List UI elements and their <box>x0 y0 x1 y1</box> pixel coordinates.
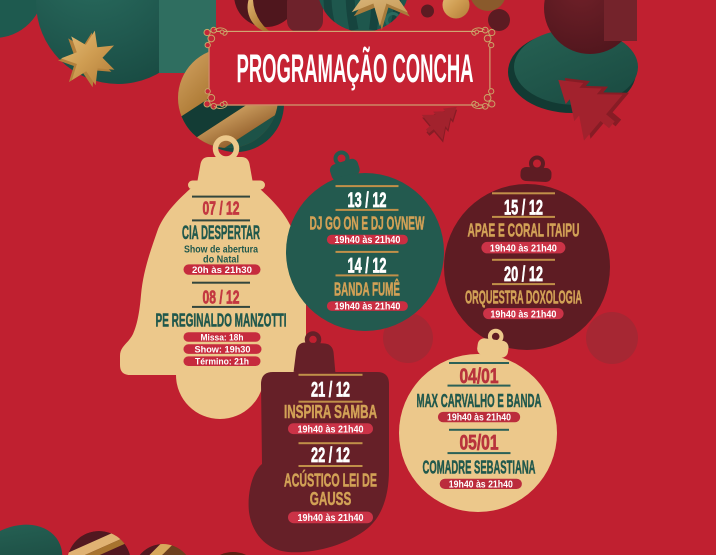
svg-text:19h40 às 21h40: 19h40 às 21h40 <box>449 479 513 490</box>
svg-text:19h40 às 21h40: 19h40 às 21h40 <box>298 512 364 524</box>
svg-text:do Natal: do Natal <box>203 254 239 266</box>
svg-text:COMADRE SEBASTIANA: COMADRE SEBASTIANA <box>423 456 536 477</box>
svg-text:05/01: 05/01 <box>460 431 499 455</box>
svg-text:08 / 12: 08 / 12 <box>203 288 240 308</box>
svg-text:19h40 às 21h40: 19h40 às 21h40 <box>298 424 364 436</box>
svg-text:Término: 21h: Término: 21h <box>195 357 249 368</box>
svg-text:DJ GO ON E DJ OVNEW: DJ GO ON E DJ OVNEW <box>310 213 425 234</box>
svg-text:ORQUESTRA DOXOLOGIA: ORQUESTRA DOXOLOGIA <box>465 286 582 307</box>
svg-text:ACÚSTICO LEI DE: ACÚSTICO LEI DE <box>284 470 377 491</box>
svg-text:04/01: 04/01 <box>460 364 499 388</box>
svg-text:21 / 12: 21 / 12 <box>311 377 350 401</box>
svg-text:PROGRAMAÇÃO CONCHA: PROGRAMAÇÃO CONCHA <box>237 45 474 91</box>
svg-text:GAUSS: GAUSS <box>310 488 352 509</box>
svg-text:19h40 às 21h40: 19h40 às 21h40 <box>490 242 557 254</box>
svg-text:INSPIRA SAMBA: INSPIRA SAMBA <box>284 401 377 422</box>
svg-text:20 / 12: 20 / 12 <box>504 262 543 286</box>
svg-text:22 / 12: 22 / 12 <box>311 443 350 467</box>
svg-text:19h40 às 21h40: 19h40 às 21h40 <box>334 235 400 246</box>
svg-text:PE REGINALDO MANZOTTI: PE REGINALDO MANZOTTI <box>156 309 287 330</box>
svg-text:Missa: 18h: Missa: 18h <box>201 332 244 343</box>
svg-text:15 / 12: 15 / 12 <box>504 196 543 220</box>
svg-text:CIA DESPERTAR: CIA DESPERTAR <box>182 223 260 244</box>
svg-text:19h40 às 21h40: 19h40 às 21h40 <box>334 302 400 313</box>
svg-text:19h40 às 21h40: 19h40 às 21h40 <box>490 308 556 320</box>
svg-text:19h40 às 21h40: 19h40 às 21h40 <box>447 413 511 424</box>
svg-text:Show: 19h30: Show: 19h30 <box>195 345 251 356</box>
svg-text:13 / 12: 13 / 12 <box>348 188 387 212</box>
svg-text:BANDA FUMÊ: BANDA FUMÊ <box>334 278 400 299</box>
svg-text:MAX CARVALHO E BANDA: MAX CARVALHO E BANDA <box>417 390 542 411</box>
svg-text:APAE E CORAL ITAIPU: APAE E CORAL ITAIPU <box>468 220 580 241</box>
svg-text:14 / 12: 14 / 12 <box>348 253 387 277</box>
svg-text:20h às 21h30: 20h às 21h30 <box>192 265 252 276</box>
svg-text:Show de abertura: Show de abertura <box>184 244 258 256</box>
svg-text:07 / 12: 07 / 12 <box>203 199 240 219</box>
